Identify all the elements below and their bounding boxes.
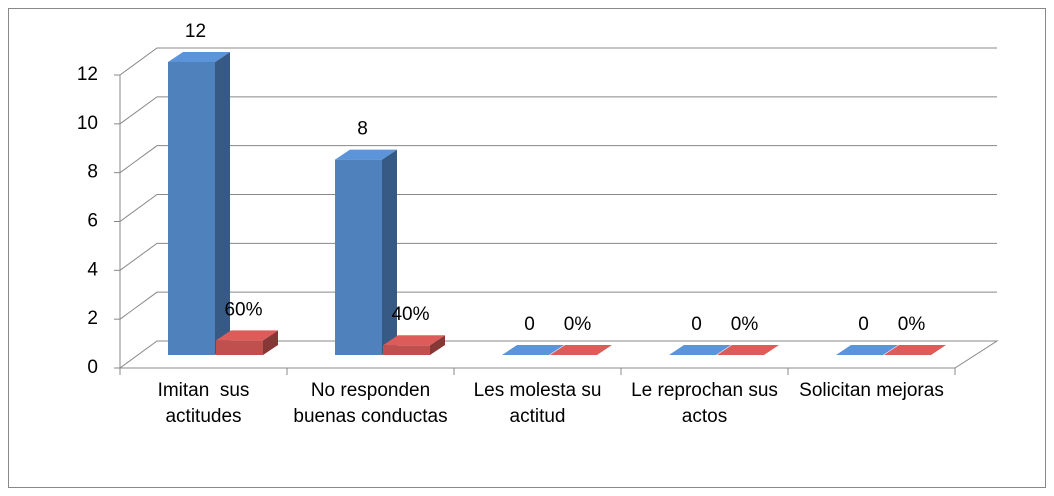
bar-side xyxy=(263,330,278,355)
bar xyxy=(550,345,612,355)
floor xyxy=(118,340,999,369)
data-label: 40% xyxy=(391,304,429,325)
bar-top xyxy=(335,149,397,160)
y-tick-label: 6 xyxy=(87,211,98,232)
y-tick-label: 12 xyxy=(77,64,98,85)
grid-line xyxy=(119,145,997,174)
y-tick-label: 8 xyxy=(87,162,98,183)
bar-top xyxy=(669,345,731,355)
x-tick-label: Les molesta su actitud xyxy=(473,380,607,427)
bar xyxy=(216,330,278,355)
bar-top xyxy=(502,345,564,355)
bar xyxy=(335,149,397,355)
y-tick-label: 4 xyxy=(87,259,98,280)
x-tick-label: Solicitan mejoras xyxy=(799,380,944,401)
data-label: 0% xyxy=(898,314,926,335)
bar xyxy=(502,345,564,355)
data-label: 12 xyxy=(185,21,206,42)
x-tick-label: Imitan sus actitudes xyxy=(157,380,255,427)
bar-front xyxy=(168,62,215,355)
bar-top xyxy=(836,345,898,355)
data-label: 60% xyxy=(224,299,262,320)
bar-front xyxy=(335,159,382,355)
data-label: 0% xyxy=(731,314,759,335)
bar xyxy=(836,345,898,355)
data-label: 0 xyxy=(691,314,702,335)
bar-front xyxy=(383,345,430,355)
bar-front xyxy=(216,340,263,355)
bar-top xyxy=(884,345,946,355)
grid-line xyxy=(119,47,997,76)
bar-top xyxy=(717,345,779,355)
bar xyxy=(383,335,445,355)
y-tick-label: 10 xyxy=(77,113,98,134)
y-tick-label: 0 xyxy=(87,357,98,378)
bar-top xyxy=(550,345,612,355)
data-label: 0% xyxy=(564,314,592,335)
bar-top xyxy=(383,335,445,346)
bar-side xyxy=(382,149,397,355)
grid-line xyxy=(119,96,997,125)
data-label: 0 xyxy=(524,314,535,335)
bar-side xyxy=(430,335,445,355)
grid-line xyxy=(119,194,997,222)
bar-top xyxy=(168,52,230,62)
data-label: 0 xyxy=(858,314,869,335)
data-label: 8 xyxy=(357,119,368,140)
chart-border xyxy=(8,8,1046,488)
bar xyxy=(669,345,731,355)
bar xyxy=(884,345,946,355)
x-tick-label: Le reprochan sus actos xyxy=(631,380,784,427)
bar-side xyxy=(215,52,230,355)
grid-line xyxy=(119,242,997,271)
x-tick-label: No responden buenas conductas xyxy=(293,380,448,427)
bar xyxy=(717,345,779,355)
y-tick-label: 2 xyxy=(87,308,98,329)
bar-top xyxy=(216,330,278,341)
bar xyxy=(168,52,230,355)
grid-line xyxy=(119,291,997,320)
